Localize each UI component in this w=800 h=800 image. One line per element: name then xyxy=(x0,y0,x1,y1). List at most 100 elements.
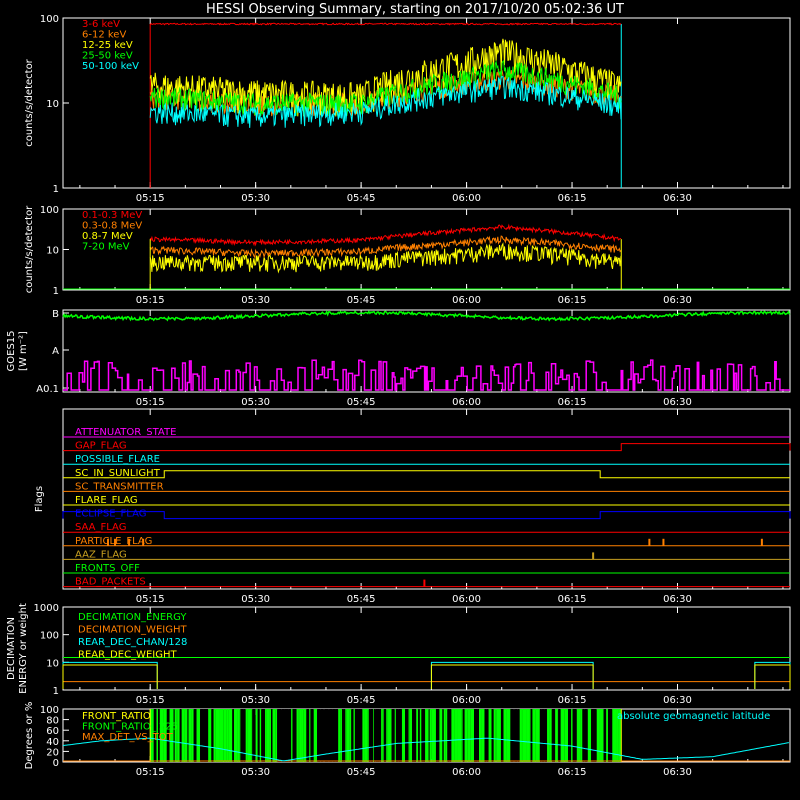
flag-label: FRONTS_OFF xyxy=(75,563,140,574)
ratio-bar xyxy=(544,709,548,762)
legend-entry: REAR_DEC_WEIGHT xyxy=(78,650,177,661)
ratio-bar xyxy=(405,709,409,762)
ratio-bar xyxy=(445,709,448,762)
x-tick-label: 06:30 xyxy=(663,594,692,605)
ratio-bar xyxy=(338,709,341,762)
ratio-bar xyxy=(529,709,531,762)
ratio-bar xyxy=(261,709,266,762)
ratio-bar xyxy=(515,709,518,762)
ratio-bar xyxy=(157,709,160,762)
flag-label: SC_TRANSMITTER xyxy=(75,481,164,492)
y-tick-label: 10 xyxy=(46,246,59,257)
ratio-bar xyxy=(379,709,382,762)
y-tick-label: 1000 xyxy=(34,603,59,614)
ratio-bar xyxy=(557,709,559,762)
legend-entry: 3-6 keV xyxy=(82,19,120,30)
ratio-bar xyxy=(608,709,613,762)
ratio-bar xyxy=(580,709,583,762)
ratio-bar xyxy=(354,709,359,762)
ratio-bar xyxy=(519,709,522,762)
ratio-bar xyxy=(599,709,601,762)
ratio-bar xyxy=(603,709,605,762)
ratio-bar xyxy=(496,709,501,762)
ratio-bar xyxy=(332,709,336,762)
y-tick-label: 100 xyxy=(40,14,59,25)
ratio-bar xyxy=(416,709,419,762)
x-tick-label: 05:30 xyxy=(241,193,270,204)
series-line xyxy=(149,59,622,117)
x-tick-label: 05:45 xyxy=(347,295,376,306)
ratio-bar xyxy=(159,709,164,762)
legend-entry: 0.8-7 MeV xyxy=(82,231,133,242)
y-axis-label: Degrees or % xyxy=(24,702,35,770)
ratio-bar xyxy=(329,709,333,762)
ratio-bar xyxy=(251,709,253,762)
ratio-bar xyxy=(467,709,471,762)
ratio-bar xyxy=(284,709,289,762)
ratio-bar xyxy=(233,709,238,762)
ratio-bar xyxy=(464,709,466,762)
ratio-bar xyxy=(176,709,178,762)
legend-entry: FRONT_RATIO_ 225 xyxy=(82,722,178,733)
ratio-bar xyxy=(571,709,573,762)
series-line xyxy=(149,223,622,247)
ratio-bar xyxy=(252,709,256,762)
ratio-bar xyxy=(555,709,558,762)
y-tick-label: 1 xyxy=(53,184,59,195)
ratio-bar xyxy=(239,709,241,762)
x-tick-label: 06:00 xyxy=(452,397,481,408)
legend-entry: FRONT_RATIO xyxy=(82,711,151,722)
legend-entry: 12-25 keV xyxy=(82,40,133,51)
ratio-bar xyxy=(526,709,530,762)
latitude-line xyxy=(62,737,789,762)
ratio-bar xyxy=(292,709,297,762)
panel-6: 05:15 05:30 05:45 06:00 06:15 06:30 Degrees or… xyxy=(24,702,791,778)
ratio-bar xyxy=(193,709,197,762)
ratio-bar xyxy=(173,709,175,762)
panel-2: 05:15 05:30 05:45 06:00 06:15 06:30 1 10 100 coun… xyxy=(24,205,791,306)
ratio-bar xyxy=(500,709,504,762)
series-line xyxy=(149,76,622,128)
ratio-bar xyxy=(604,709,607,762)
ratio-bar xyxy=(191,709,194,762)
y-tick-label: 100 xyxy=(40,705,59,716)
ratio-bar xyxy=(607,709,609,762)
flag-line xyxy=(63,443,791,452)
ratio-bar xyxy=(259,709,262,762)
latitude-annotation: absolute geomagnetic latitude xyxy=(617,711,770,722)
flag-label: ATTENUATOR_STATE xyxy=(75,427,176,438)
ratio-bar xyxy=(272,709,276,762)
goes-long-line xyxy=(62,309,791,322)
ratio-bar xyxy=(296,709,299,762)
ratio-bar xyxy=(364,709,368,762)
flag-label: SAA_FLAG xyxy=(75,522,126,533)
ratio-bar xyxy=(513,709,515,762)
ratio-bar xyxy=(419,709,422,762)
ratio-bar xyxy=(491,709,494,762)
x-tick-label: 05:30 xyxy=(241,295,270,306)
flag-label: ECLIPSE_FLAG xyxy=(75,509,146,520)
y-tick-label: A0.1 xyxy=(36,384,59,395)
ratio-bar xyxy=(381,709,383,762)
legend-entry: DECIMATION_ENERGY xyxy=(78,612,187,623)
ratio-bar xyxy=(391,709,395,762)
y-tick-label: 10 xyxy=(46,658,59,669)
ratio-bar xyxy=(265,709,267,762)
series-box xyxy=(62,664,158,689)
y-axis-label: DECIMATION xyxy=(6,617,17,680)
y-tick-label: 60 xyxy=(46,726,59,737)
ratio-bar xyxy=(535,709,540,762)
y-tick-label: 0 xyxy=(53,758,59,769)
x-tick-label: 05:30 xyxy=(241,594,270,605)
ratio-bar xyxy=(409,709,413,762)
ratio-bar xyxy=(530,709,533,762)
legend-entry: 0.1-0.3 MeV xyxy=(82,210,142,221)
x-tick-label: 05:45 xyxy=(347,397,376,408)
ratio-bar xyxy=(324,709,329,762)
ratio-bar xyxy=(398,709,402,762)
ratio-bar xyxy=(247,709,252,762)
ratio-bar xyxy=(153,709,157,762)
flag-line xyxy=(62,511,791,520)
ratio-bar xyxy=(549,709,552,762)
ratio-bar xyxy=(299,709,302,762)
